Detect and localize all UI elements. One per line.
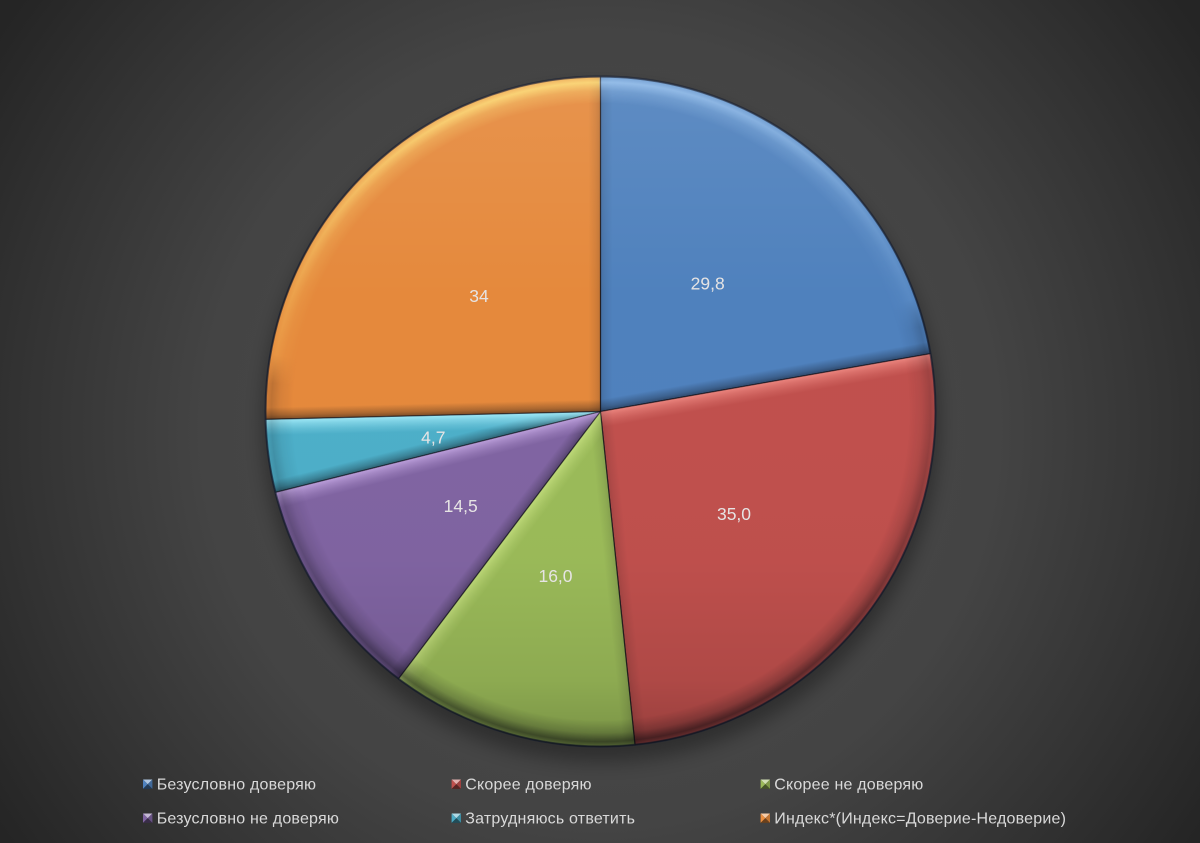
svg-text:Затрудняюсь ответить: Затрудняюсь ответить — [465, 811, 635, 828]
svg-text:29,8: 29,8 — [691, 274, 725, 294]
svg-text:16,0: 16,0 — [538, 566, 572, 586]
svg-text:4,7: 4,7 — [421, 428, 445, 448]
svg-text:Безусловно не доверяю: Безусловно не доверяю — [157, 811, 339, 828]
svg-text:Безусловно доверяю: Безусловно доверяю — [157, 777, 317, 794]
svg-text:35,0: 35,0 — [717, 504, 751, 524]
svg-text:14,5: 14,5 — [444, 496, 478, 516]
svg-text:Скорее не доверяю: Скорее не доверяю — [774, 777, 923, 794]
svg-text:Индекс*(Индекс=Доверие-Недовер: Индекс*(Индекс=Доверие-Недоверие) — [774, 811, 1066, 828]
svg-text:34: 34 — [469, 286, 489, 306]
svg-text:Скорее доверяю: Скорее доверяю — [465, 777, 591, 794]
